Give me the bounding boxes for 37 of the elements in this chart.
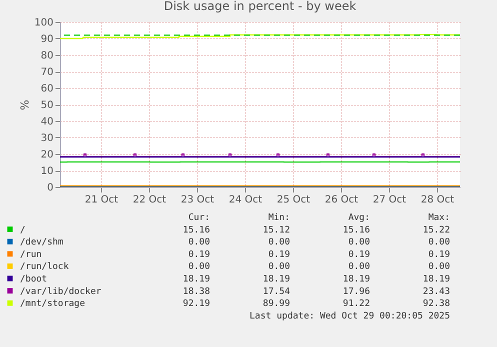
text: Cur: Min: Avg: Max:: [188, 213, 450, 223]
y-tick-label: 40: [40, 116, 54, 128]
legend-label: /dev/shm: [20, 238, 64, 248]
y-tick-label: 100: [34, 18, 54, 28]
y-tick-label: 20: [40, 150, 54, 160]
legend-label: /var/lib/docker: [20, 286, 102, 297]
y-tick-label: 50: [40, 100, 54, 111]
text: 0.00 0.00 0.00 0.00: [188, 262, 450, 272]
y-tick-label: 70: [40, 67, 54, 78]
text: 18.19 18.19 18.19 18.19: [182, 274, 450, 284]
y-tick-label: 90: [40, 34, 54, 45]
x-tick-label: 21 Oct: [84, 194, 118, 206]
legend-label: /run: [20, 250, 42, 260]
legend-label: /run/lock: [20, 262, 70, 272]
x-tick-label: 24 Oct: [228, 194, 262, 206]
text: 18.38 17.54 17.96 23.43: [182, 286, 450, 297]
text: 92.19 89.99 91.22 92.38: [182, 299, 450, 310]
y-tick-label: 80: [40, 50, 54, 62]
x-tick-label: 23 Oct: [180, 194, 214, 206]
y-tick-label: 30: [40, 133, 54, 144]
text: Last update: Wed Oct 29 00:20:05 2025: [250, 311, 450, 322]
text: 0.19 0.19 0.19 0.19: [188, 250, 450, 260]
legend-label: /: [20, 225, 26, 236]
text: 0.00 0.00 0.00 0.00: [188, 238, 450, 248]
x-tick-label: 28 Oct: [420, 194, 454, 206]
x-tick-label: 25 Oct: [276, 194, 310, 206]
legend-label: /boot: [20, 274, 48, 284]
y-tick-label: 10: [40, 166, 54, 177]
x-tick-label: 22 Oct: [132, 194, 166, 206]
x-tick-label: 26 Oct: [324, 194, 358, 206]
y-tick-label: 0: [47, 182, 54, 194]
chart-title: Disk usage in percent - by week: [164, 0, 356, 13]
x-tick-label: 27 Oct: [372, 194, 406, 206]
legend-label: /mnt/storage: [20, 299, 86, 310]
y-axis-title: %: [18, 100, 32, 110]
text: 15.16 15.12 15.16 15.22: [182, 225, 450, 236]
y-tick-label: 60: [40, 84, 54, 94]
